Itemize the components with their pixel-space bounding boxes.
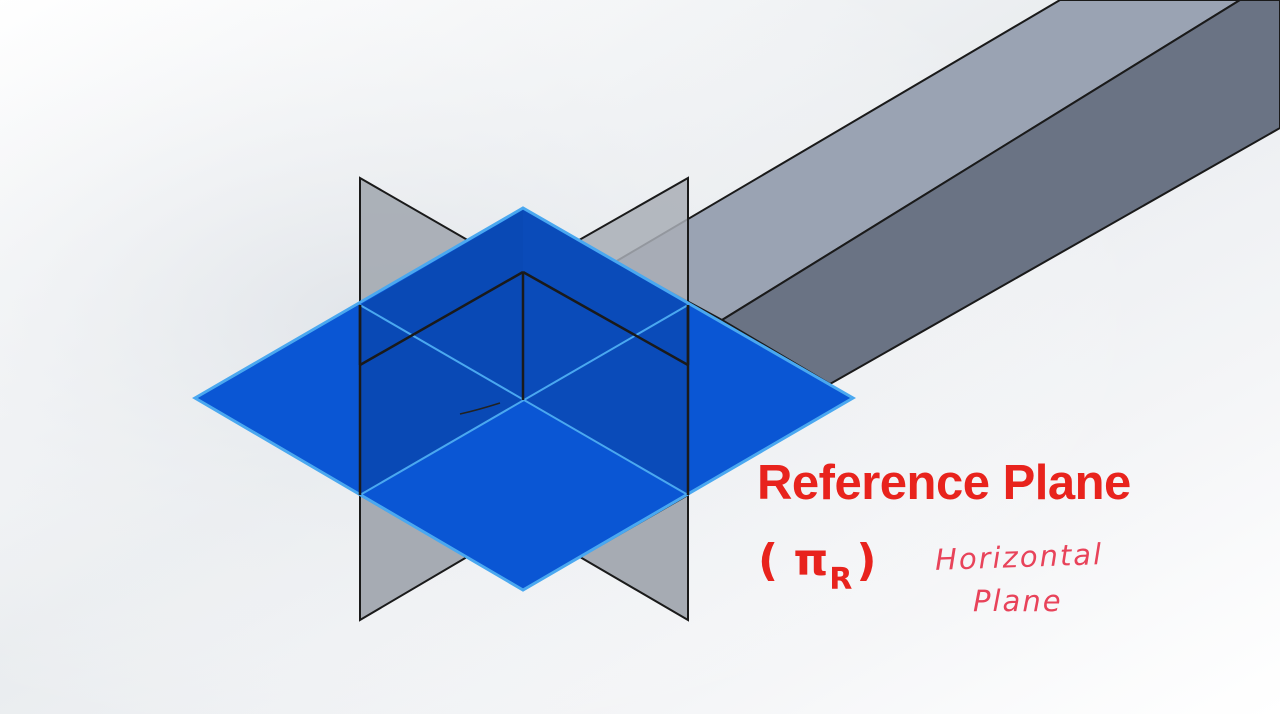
pointer-mark bbox=[459, 402, 501, 415]
reference-plane-title: Reference Plane bbox=[757, 456, 1131, 510]
handwritten-note-line1: Horizontal bbox=[934, 537, 1104, 577]
symbol-open-paren: ( bbox=[758, 535, 794, 586]
vertical-plane-edges bbox=[358, 270, 690, 495]
symbol-close-paren: ) bbox=[856, 535, 877, 586]
pi-r-symbol: ( πR) bbox=[758, 535, 877, 597]
symbol-pi: π bbox=[793, 535, 829, 586]
handwritten-note-line2: Plane bbox=[973, 584, 1063, 618]
symbol-subscript: R bbox=[829, 562, 853, 597]
